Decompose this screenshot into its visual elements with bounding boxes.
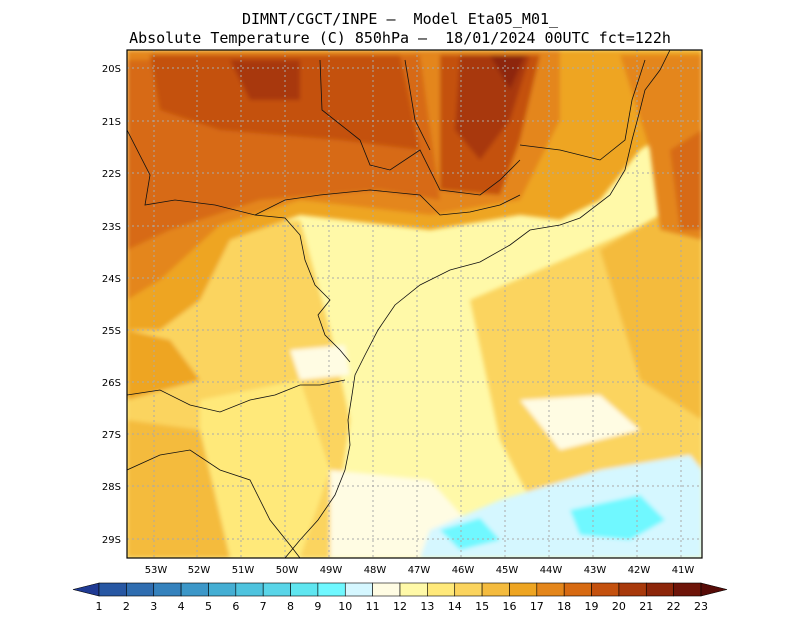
lat-tick-label: 25S — [102, 326, 121, 337]
boundaries — [127, 50, 671, 558]
lon-tick-label: 50W — [276, 565, 299, 576]
lat-tick-label: 24S — [102, 274, 121, 285]
colorbar: 1 2 3 4 5 6 7 8 9 10 11 12 13 14 15 16 17 18 19 20 21 22 23 — [72, 582, 728, 613]
lon-tick-label: 47W — [408, 565, 431, 576]
colorbar-label: 23 — [694, 600, 708, 613]
colorbar-segment — [290, 582, 319, 597]
lon-tick-label: 48W — [364, 565, 387, 576]
colorbar-label: 17 — [530, 600, 544, 613]
colorbar-label: 11 — [366, 600, 380, 613]
colorbar-label: 2 — [123, 600, 130, 613]
colorbar-arrow-low — [72, 582, 100, 597]
lat-tick-label: 29S — [102, 535, 121, 546]
map-title-line-2: Absolute Temperature (C) 850hPa – 18/01/… — [129, 29, 671, 47]
colorbar-segment — [208, 582, 237, 597]
colorbar-segment — [563, 582, 592, 597]
colorbar-segment — [317, 582, 346, 597]
colorbar-label: 7 — [260, 600, 267, 613]
colorbar-segment — [262, 582, 291, 597]
colorbar-label: 15 — [475, 600, 489, 613]
colorbar-label: 14 — [448, 600, 462, 613]
lon-tick-label: 44W — [540, 565, 563, 576]
colorbar-arrow-high — [700, 582, 728, 597]
colorbar-segment — [399, 582, 428, 597]
lat-tick-label: 23S — [102, 222, 121, 233]
colorbar-label: 8 — [287, 600, 294, 613]
colorbar-label: 19 — [585, 600, 599, 613]
colorbar-segment — [536, 582, 565, 597]
lon-tick-label: 46W — [452, 565, 475, 576]
lat-tick-label: 26S — [102, 378, 121, 389]
colorbar-segment — [344, 582, 373, 597]
colorbar-label: 5 — [205, 600, 212, 613]
colorbar-segment — [153, 582, 182, 597]
lat-tick-label: 27S — [102, 430, 121, 441]
colorbar-segment — [427, 582, 456, 597]
lon-tick-label: 53W — [145, 565, 168, 576]
graticule — [127, 50, 702, 558]
lon-tick-label: 43W — [584, 565, 607, 576]
colorbar-label: 13 — [420, 600, 434, 613]
lon-tick-label: 45W — [496, 565, 519, 576]
map-title-line-1: DIMNT/CGCT/INPE – Model Eta05_M01_ — [241, 10, 559, 28]
colorbar-segment — [673, 582, 702, 597]
colorbar-segment — [126, 582, 155, 597]
lat-tick-label: 20S — [102, 64, 121, 75]
lat-tick-label: 22S — [102, 169, 121, 180]
colorbar-label: 18 — [557, 600, 571, 613]
colorbar-segment — [591, 582, 620, 597]
colorbar-segment — [645, 582, 674, 597]
colorbar-segment — [372, 582, 401, 597]
colorbar-label: 4 — [178, 600, 185, 613]
colorbar-label: 12 — [393, 600, 407, 613]
colorbar-label: 21 — [639, 600, 653, 613]
colorbar-label: 20 — [612, 600, 626, 613]
colorbar-label: 1 — [96, 600, 103, 613]
lon-tick-label: 42W — [628, 565, 651, 576]
lon-axis: 53W 52W 51W 50W 49W 48W 47W 46W 45W 44W … — [145, 565, 695, 576]
colorbar-label: 22 — [667, 600, 681, 613]
colorbar-segment — [509, 582, 538, 597]
colorbar-label: 3 — [150, 600, 157, 613]
colorbar-label: 16 — [502, 600, 516, 613]
lat-tick-label: 28S — [102, 482, 121, 493]
lat-axis: 20S 21S 22S 23S 24S 25S 26S 27S 28S 29S — [102, 64, 121, 546]
colorbar-label: 9 — [314, 600, 321, 613]
colorbar-label: 10 — [338, 600, 352, 613]
lon-tick-label: 41W — [672, 565, 695, 576]
colorbar-segment — [180, 582, 209, 597]
colorbar-segment — [454, 582, 483, 597]
lon-tick-label: 51W — [232, 565, 255, 576]
temperature-field — [127, 50, 702, 558]
colorbar-label: 6 — [232, 600, 239, 613]
colorbar-segment — [618, 582, 647, 597]
colorbar-segment — [98, 582, 127, 597]
lon-tick-label: 52W — [188, 565, 211, 576]
lat-tick-label: 21S — [102, 117, 121, 128]
colorbar-segment — [481, 582, 510, 597]
lon-tick-label: 49W — [320, 565, 343, 576]
colorbar-segment — [235, 582, 264, 597]
